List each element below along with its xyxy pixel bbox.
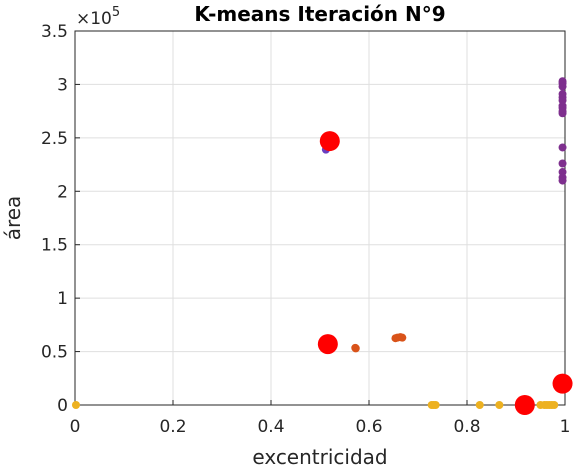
x-tick-label: 1 <box>560 417 571 437</box>
data-point <box>550 401 559 409</box>
x-tick-label: 0.6 <box>355 417 382 437</box>
y-tick-label: 0.5 <box>41 343 68 363</box>
y-multiplier-exponent: 5 <box>112 5 120 20</box>
data-point <box>558 159 567 168</box>
data-point <box>431 401 440 409</box>
centroid-point <box>514 395 535 415</box>
data-point <box>558 82 567 91</box>
centroid-point <box>319 131 340 152</box>
x-tick-label: 0.2 <box>159 417 186 437</box>
data-point <box>71 401 80 409</box>
centroids <box>317 131 573 415</box>
centroid-point <box>317 334 338 355</box>
y-tick-label: 3.5 <box>41 22 68 42</box>
x-tick-label: 0.8 <box>453 417 480 437</box>
y-tick-label: 3 <box>57 75 68 95</box>
data-point <box>495 401 504 409</box>
centroid-point <box>552 373 573 394</box>
data-point <box>475 401 484 409</box>
x-tick-labels: 0 0.2 0.4 0.6 0.8 1 <box>70 417 571 437</box>
y-tick-label: 0 <box>57 396 68 416</box>
data-points <box>71 77 567 409</box>
x-tick-label: 0 <box>70 417 81 437</box>
data-point <box>558 143 567 152</box>
y-axis-label: área <box>1 196 25 241</box>
y-multiplier-base: ×10 <box>76 9 112 29</box>
y-tick-label: 2.5 <box>41 129 68 149</box>
data-point <box>351 344 360 353</box>
data-point <box>558 109 567 118</box>
plot-frame <box>74 30 566 406</box>
y-tick-label: 1 <box>57 289 68 309</box>
data-point <box>558 176 567 185</box>
x-tick-label: 0.4 <box>257 417 284 437</box>
y-tick-label: 2 <box>57 182 68 202</box>
y-axis-multiplier: ×105 <box>76 5 120 29</box>
x-axis-label: excentricidad <box>252 445 387 467</box>
y-tick-labels: 0 0.5 1 1.5 2 2.5 3 3.5 <box>41 22 68 416</box>
chart-title: K-means Iteración N°9 <box>194 2 445 26</box>
y-tick-label: 1.5 <box>41 236 68 256</box>
data-point <box>398 333 407 342</box>
